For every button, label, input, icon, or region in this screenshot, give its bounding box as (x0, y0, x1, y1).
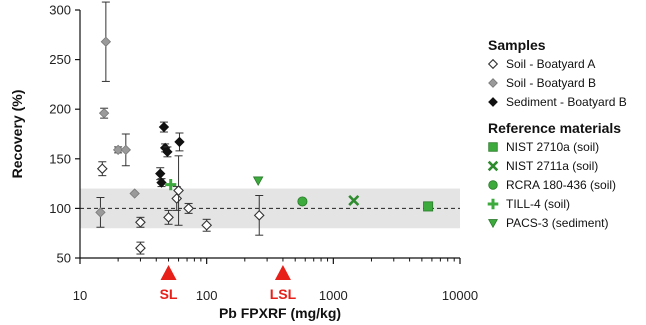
data-point (162, 146, 173, 158)
data-point (155, 168, 166, 179)
threshold-marker-sl (160, 265, 177, 280)
legend-marker (487, 58, 499, 70)
x-axis-title: Pb FPXRF (mg/kg) (219, 305, 341, 321)
legend-marker (488, 97, 498, 107)
x-tick-label: 1000 (319, 288, 348, 303)
series-till-4-soil (165, 178, 177, 191)
legend-item-label: TILL-4 (soil) (506, 197, 570, 211)
legend-item-label: Sediment - Boatyard B (506, 95, 627, 109)
series-pacs-3-sediment (252, 176, 264, 187)
threshold-label-lsl: LSL (270, 286, 297, 302)
data-point (423, 201, 434, 212)
legend-item-label: NIST 2711a (soil) (506, 159, 598, 173)
threshold-marker-lsl (274, 265, 291, 280)
data-point (174, 136, 185, 148)
data-point (135, 242, 146, 254)
data-point (98, 108, 110, 119)
y-axis-title: Recovery (%) (9, 90, 25, 179)
data-point (183, 203, 194, 214)
legend-group-title: Samples (488, 37, 546, 53)
x-tick-label: 100 (196, 288, 218, 303)
legend-marker (488, 180, 498, 190)
series-rcra-180-436-soil (297, 196, 308, 207)
legend: Samples Soil - Boatyard A Soil - Boatyard … (487, 37, 627, 230)
data-point (253, 209, 265, 221)
legend-group-title: Reference materials (488, 120, 621, 136)
legend-marker (488, 142, 498, 152)
data-point (171, 193, 183, 204)
data-point (156, 177, 167, 188)
x-tick-label: 10000 (442, 288, 478, 303)
marker-stroke (487, 160, 499, 172)
data-point (252, 176, 264, 187)
y-tick-label: 300 (49, 3, 71, 18)
series-soil-boatyard-b (95, 1, 140, 228)
data-point (112, 144, 124, 156)
plot-area: 50 100 150 200 250 300 10 100 1000 10000 Pb FPXRF … (9, 1, 478, 321)
marker-stroke (487, 198, 499, 210)
data-point (297, 196, 308, 207)
data-point (201, 219, 213, 231)
y-tick-label: 100 (49, 201, 71, 216)
series-soil-boatyard-a (96, 155, 265, 255)
series-sediment-boatyard-b (155, 121, 185, 188)
y-tick-label: 250 (49, 52, 71, 67)
data-point (129, 188, 140, 199)
marker-stroke (165, 178, 177, 191)
legend-marker (487, 160, 499, 172)
data-point (163, 211, 174, 223)
legend-marker (488, 78, 498, 88)
legend-item-label: Soil - Boatyard A (506, 57, 595, 71)
marker-stroke (348, 194, 360, 206)
data-point (120, 144, 131, 156)
legend-item-label: Soil - Boatyard B (506, 76, 596, 90)
data-point (348, 194, 360, 206)
data-point (158, 121, 170, 133)
legend-marker (488, 219, 498, 229)
legend-marker (487, 198, 499, 210)
x-tick-label: 10 (73, 288, 87, 303)
threshold-label-sl: SL (160, 286, 178, 302)
y-tick-label: 150 (49, 151, 71, 166)
series-nist-2710a-soil (423, 201, 434, 212)
y-tick-label: 200 (49, 102, 71, 117)
legend-item-label: RCRA 180-436 (soil) (506, 178, 616, 192)
data-point (165, 178, 177, 191)
legend-item-label: NIST 2710a (soil) (506, 140, 599, 154)
legend-item-label: PACS-3 (sediment) (506, 216, 608, 230)
y-tick-label: 50 (57, 251, 71, 266)
data-point (135, 216, 146, 228)
data-point (96, 163, 108, 175)
data-point (100, 36, 112, 47)
series-nist-2711a-soil (348, 194, 360, 206)
data-point (173, 185, 184, 196)
data-point (95, 207, 106, 218)
